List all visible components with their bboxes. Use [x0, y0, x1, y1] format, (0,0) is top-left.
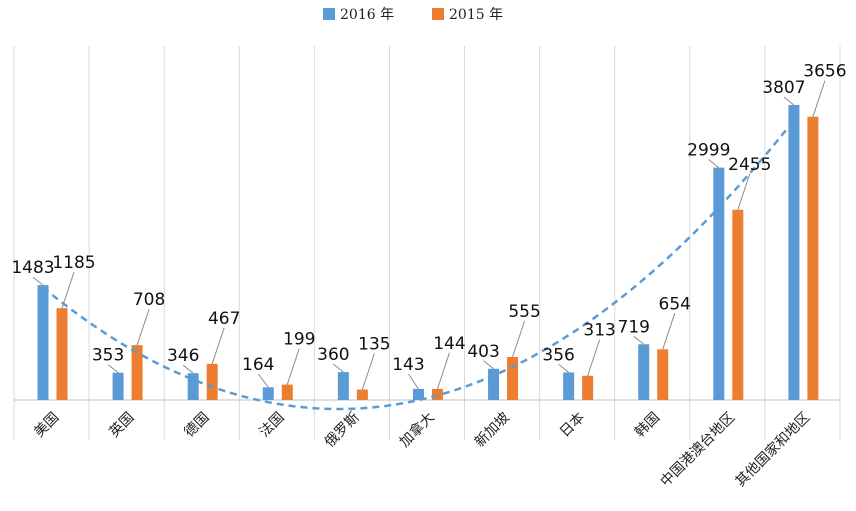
category-label-1: 英国	[106, 409, 138, 441]
leader-s2-1	[136, 308, 150, 346]
bar-s2-1	[131, 345, 143, 400]
data-label-s2-10: 3656	[803, 62, 846, 82]
bar-s2-10	[807, 116, 819, 401]
legend-swatch-2	[432, 8, 444, 20]
leader-s1-5	[408, 373, 419, 390]
data-label-s2-7: 313	[583, 321, 615, 341]
data-label-s2-0: 1185	[52, 253, 95, 273]
category-label-5: 加拿大	[396, 409, 438, 451]
leader-s2-4	[361, 353, 375, 390]
bar-s2-7	[582, 375, 594, 400]
data-label-s2-6: 555	[508, 302, 540, 322]
data-label-s1-0: 1483	[11, 258, 54, 278]
leader-s1-7	[558, 364, 569, 373]
data-label-s2-5: 144	[433, 334, 465, 354]
leader-s2-2	[211, 327, 225, 364]
leader-s1-8	[633, 335, 645, 345]
leader-s1-3	[257, 373, 269, 388]
bar-s1-3	[262, 387, 274, 400]
bars	[37, 105, 819, 401]
bar-s1-7	[563, 372, 575, 400]
bar-s2-3	[281, 384, 293, 400]
category-label-3: 法国	[257, 410, 288, 441]
leader-s1-0	[32, 276, 44, 286]
bar-s2-9	[732, 209, 744, 400]
data-label-s1-3: 164	[242, 355, 274, 375]
data-label-s2-2: 467	[208, 309, 240, 329]
bar-s2-4	[356, 389, 368, 400]
leader-s2-5	[436, 352, 450, 389]
bar-s2-6	[507, 356, 519, 400]
bar-s1-9	[713, 167, 725, 400]
data-label-s1-9: 2999	[687, 141, 730, 161]
category-label-7: 日本	[557, 410, 588, 441]
bar-s1-4	[337, 372, 349, 400]
trendline-path	[42, 119, 795, 411]
leader-s1-6	[483, 360, 494, 370]
leader-s2-8	[662, 313, 676, 350]
leader-s1-1	[107, 364, 119, 374]
bar-s1-2	[187, 373, 199, 400]
leader-s1-4	[333, 363, 344, 373]
data-label-s1-4: 360	[317, 345, 349, 365]
category-label-0: 美国	[31, 410, 62, 441]
legend: 2016 年 2015 年	[323, 7, 503, 23]
legend-swatch-1	[323, 8, 335, 20]
category-label-2: 德国	[181, 410, 212, 441]
category-label-4: 俄罗斯	[322, 410, 363, 451]
data-label-s1-10: 3807	[762, 78, 805, 98]
leader-s1-10	[783, 96, 795, 106]
category-label-6: 新加坡	[472, 410, 513, 451]
leader-s2-10	[812, 80, 826, 117]
trendline	[42, 119, 795, 411]
bar-s2-0	[56, 308, 68, 400]
data-label-s2-4: 135	[358, 335, 390, 355]
data-label-s1-2: 346	[167, 346, 199, 366]
leader-s2-9	[737, 173, 751, 210]
data-label-s1-5: 143	[392, 355, 424, 375]
bar-s1-0	[37, 285, 49, 400]
leader-s1-2	[182, 364, 194, 374]
data-label-s1-7: 356	[542, 345, 574, 365]
bar-s1-6	[488, 368, 500, 400]
leader-s2-6	[512, 320, 526, 358]
bar-s1-10	[788, 105, 800, 400]
data-label-s1-8: 719	[618, 317, 650, 337]
category-label-8: 韩国	[632, 410, 663, 441]
category-label-10: 其他国家和地区	[732, 409, 813, 490]
bar-s2-2	[206, 363, 218, 400]
bar-s1-5	[412, 388, 424, 400]
data-label-s1-6: 403	[467, 342, 499, 362]
bar-s2-8	[657, 349, 669, 400]
data-label-s2-9: 2455	[728, 155, 771, 175]
data-label-s1-1: 353	[92, 346, 124, 366]
leader-s2-7	[587, 339, 601, 376]
legend-label-1: 2016 年	[340, 7, 394, 23]
gridlines	[13, 46, 841, 440]
bar-s1-8	[638, 344, 650, 400]
data-label-s2-3: 199	[283, 330, 315, 350]
bar-s1-1	[112, 372, 124, 400]
data-label-s2-1: 708	[133, 290, 165, 310]
data-label-s2-8: 654	[659, 294, 691, 314]
category-label-9: 中国港澳台地区	[658, 410, 739, 491]
leader-s2-0	[61, 272, 75, 309]
legend-label-2: 2015 年	[449, 7, 503, 23]
leader-s1-9	[708, 159, 720, 169]
leader-s2-3	[286, 348, 300, 385]
